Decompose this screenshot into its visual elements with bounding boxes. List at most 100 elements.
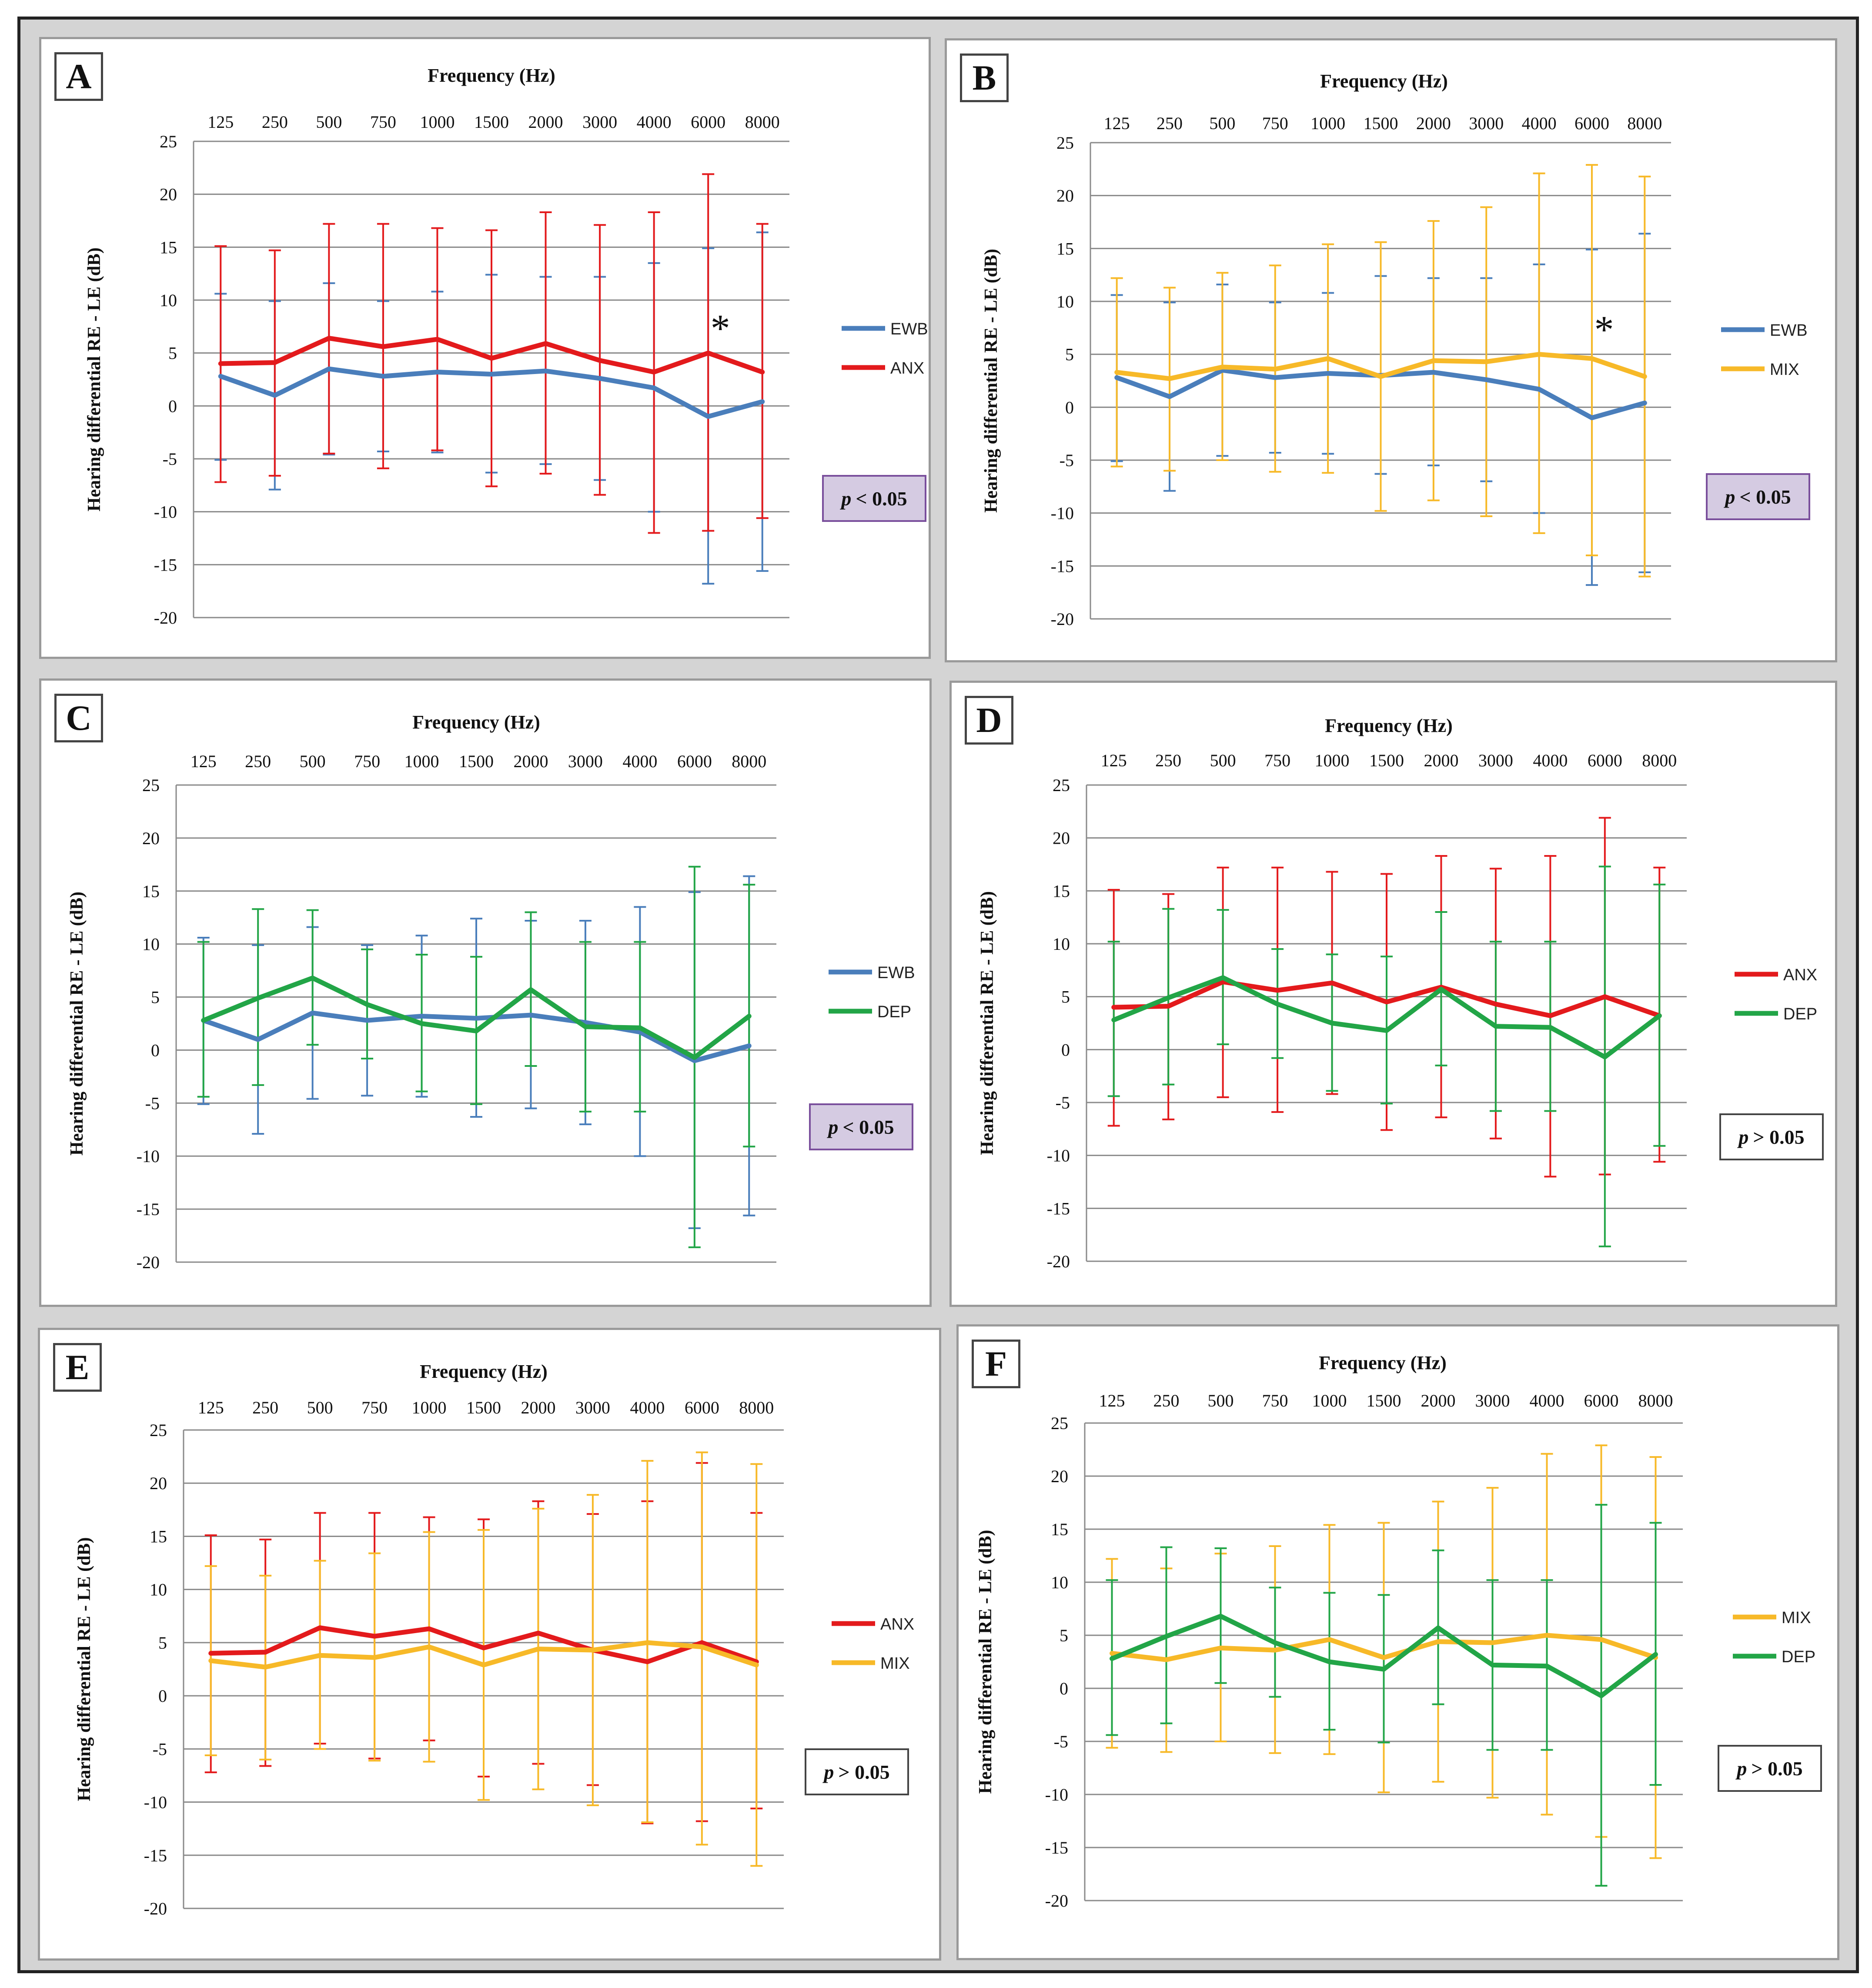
- x-tick-label: 125: [191, 752, 217, 771]
- x-tick-label: 500: [1209, 114, 1235, 133]
- x-tick-label: 250: [245, 752, 271, 771]
- y-tick-label: -10: [137, 1146, 160, 1166]
- x-tick-label: 2000: [521, 1398, 555, 1417]
- y-tick-label: 5: [1060, 1626, 1068, 1645]
- y-tick-label: -10: [1051, 504, 1074, 523]
- y-tick-label: -15: [137, 1199, 160, 1219]
- y-axis-label: Hearing differential RE - LE (dB): [981, 249, 1001, 513]
- x-tick-label: 1500: [1369, 751, 1404, 770]
- y-tick-label: -20: [1047, 1252, 1070, 1271]
- chart-svg-a: Frequency (Hz) 25 20 15 10 5 0 -5 -10 -15 -20 Heari…: [84, 65, 928, 628]
- x-tick-label: 250: [1153, 1391, 1180, 1410]
- legend-label-ewb: EWB: [890, 320, 928, 338]
- x-tick-label: 2000: [1424, 751, 1458, 770]
- x-tick-label: 125: [207, 112, 234, 132]
- p-threshold: < 0.05: [856, 487, 907, 510]
- x-tick-label: 2000: [513, 752, 548, 771]
- y-tick-label: -20: [137, 1253, 160, 1272]
- significance-box: p > 0.05: [1719, 1113, 1824, 1160]
- x-tick-label: 8000: [732, 752, 766, 771]
- panel-letter: C: [54, 694, 103, 742]
- x-tick-label: 6000: [1584, 1391, 1619, 1410]
- y-tick-label: 10: [1056, 292, 1074, 311]
- series-line-mix: [1114, 352, 1647, 381]
- x-tick-label: 1000: [404, 752, 439, 771]
- chart-panel-a: Frequency (Hz) 25 20 15 10 5 0 -5 -10 -15 -20 Heari…: [39, 37, 931, 659]
- x-tick-label: 1500: [459, 752, 494, 771]
- x-tick-label: 250: [262, 112, 288, 132]
- y-tick-label: 5: [1061, 987, 1070, 1007]
- chart-title: Frequency (Hz): [412, 712, 540, 733]
- y-tick-label: -20: [144, 1899, 167, 1918]
- x-tick-label: 1000: [420, 112, 455, 132]
- x-tick-label: 125: [1101, 751, 1127, 770]
- x-tick-label: 1500: [466, 1398, 501, 1417]
- x-tick-label: 500: [307, 1398, 333, 1417]
- y-tick-label: -20: [1045, 1891, 1068, 1911]
- x-tick-label: 3000: [575, 1398, 610, 1417]
- legend-label-mix: MIX: [880, 1654, 910, 1673]
- p-symbol: p: [1738, 1126, 1749, 1148]
- x-tick-label: 8000: [745, 112, 780, 132]
- y-tick-label: 25: [1056, 133, 1074, 153]
- y-tick-label: -5: [153, 1739, 167, 1759]
- legend-label-ewb: EWB: [1770, 321, 1808, 340]
- y-tick-label: 25: [1051, 1413, 1068, 1433]
- y-tick-label: 15: [1056, 239, 1074, 258]
- x-tick-label: 3000: [1469, 114, 1504, 133]
- panel-letter: B: [960, 53, 1009, 102]
- chart-panel-f: Frequency (Hz) 25 20 15 10 5 0 -5 -10 -15 -20 Heari…: [956, 1324, 1839, 1960]
- y-tick-label: -15: [1047, 1199, 1070, 1218]
- y-tick-label: 0: [1060, 1679, 1068, 1698]
- y-tick-label: 25: [160, 132, 177, 151]
- y-tick-label: 0: [1061, 1040, 1070, 1059]
- x-tick-label: 1000: [1312, 1391, 1347, 1410]
- x-tick-label: 4000: [1522, 114, 1557, 133]
- legend-label-anx: ANX: [1783, 966, 1817, 984]
- x-tick-label: 750: [361, 1398, 388, 1417]
- legend-label-dep: DEP: [1783, 1005, 1817, 1023]
- y-tick-label: 20: [1051, 1467, 1068, 1486]
- chart-svg-b: Frequency (Hz) 25 20 15 10 5 0 -5 -10 -15 -20 Heari…: [981, 70, 1808, 629]
- panel-letter: A: [54, 52, 103, 101]
- y-tick-label: 25: [1053, 775, 1070, 795]
- x-tick-label: 8000: [739, 1398, 774, 1417]
- panel-letter: F: [972, 1340, 1020, 1388]
- chart-svg-e: Frequency (Hz) 25 20 15 10 5 0 -5 -10 -15 -20 Heari…: [74, 1361, 914, 1918]
- x-tick-label: 2000: [1421, 1391, 1456, 1410]
- chart-title: Frequency (Hz): [1320, 70, 1448, 92]
- y-tick-label: -5: [1054, 1732, 1068, 1751]
- x-tick-label: 250: [1155, 751, 1181, 770]
- x-tick-label: 8000: [1638, 1391, 1673, 1410]
- significance-asterisk: *: [1594, 308, 1614, 351]
- y-axis-label: Hearing differential RE - LE (dB): [977, 891, 997, 1155]
- legend-label-ewb: EWB: [877, 964, 915, 982]
- x-tick-label: 500: [300, 752, 326, 771]
- y-tick-label: -15: [1051, 556, 1074, 576]
- x-tick-label: 750: [1262, 1391, 1288, 1410]
- legend-label-anx: ANX: [880, 1615, 914, 1634]
- y-tick-label: -5: [1056, 1093, 1070, 1113]
- x-tick-label: 250: [1157, 114, 1183, 133]
- y-tick-label: -20: [1051, 609, 1074, 629]
- x-tick-label: 125: [1104, 114, 1130, 133]
- significance-asterisk: *: [711, 307, 730, 350]
- series-line-anx: [208, 1625, 759, 1664]
- y-tick-label: 5: [158, 1633, 167, 1653]
- p-threshold: > 0.05: [838, 1761, 890, 1783]
- x-tick-label: 6000: [1588, 751, 1622, 770]
- p-threshold: > 0.05: [1751, 1757, 1803, 1780]
- y-tick-label: -10: [144, 1793, 167, 1812]
- significance-box: p < 0.05: [822, 475, 926, 522]
- series-line-mix: [1110, 1633, 1658, 1662]
- y-tick-label: -10: [1045, 1785, 1068, 1804]
- y-axis-label: Hearing differential RE - LE (dB): [67, 892, 87, 1156]
- p-symbol: p: [828, 1116, 839, 1138]
- chart-panel-b: Frequency (Hz) 25 20 15 10 5 0 -5 -10 -15 -20 Heari…: [945, 38, 1837, 662]
- y-tick-label: 15: [142, 882, 160, 901]
- y-tick-label: 20: [142, 829, 160, 848]
- x-tick-label: 1500: [474, 112, 509, 132]
- x-tick-label: 2000: [528, 112, 563, 132]
- p-threshold: < 0.05: [1739, 485, 1791, 508]
- panel-letter: E: [53, 1343, 102, 1392]
